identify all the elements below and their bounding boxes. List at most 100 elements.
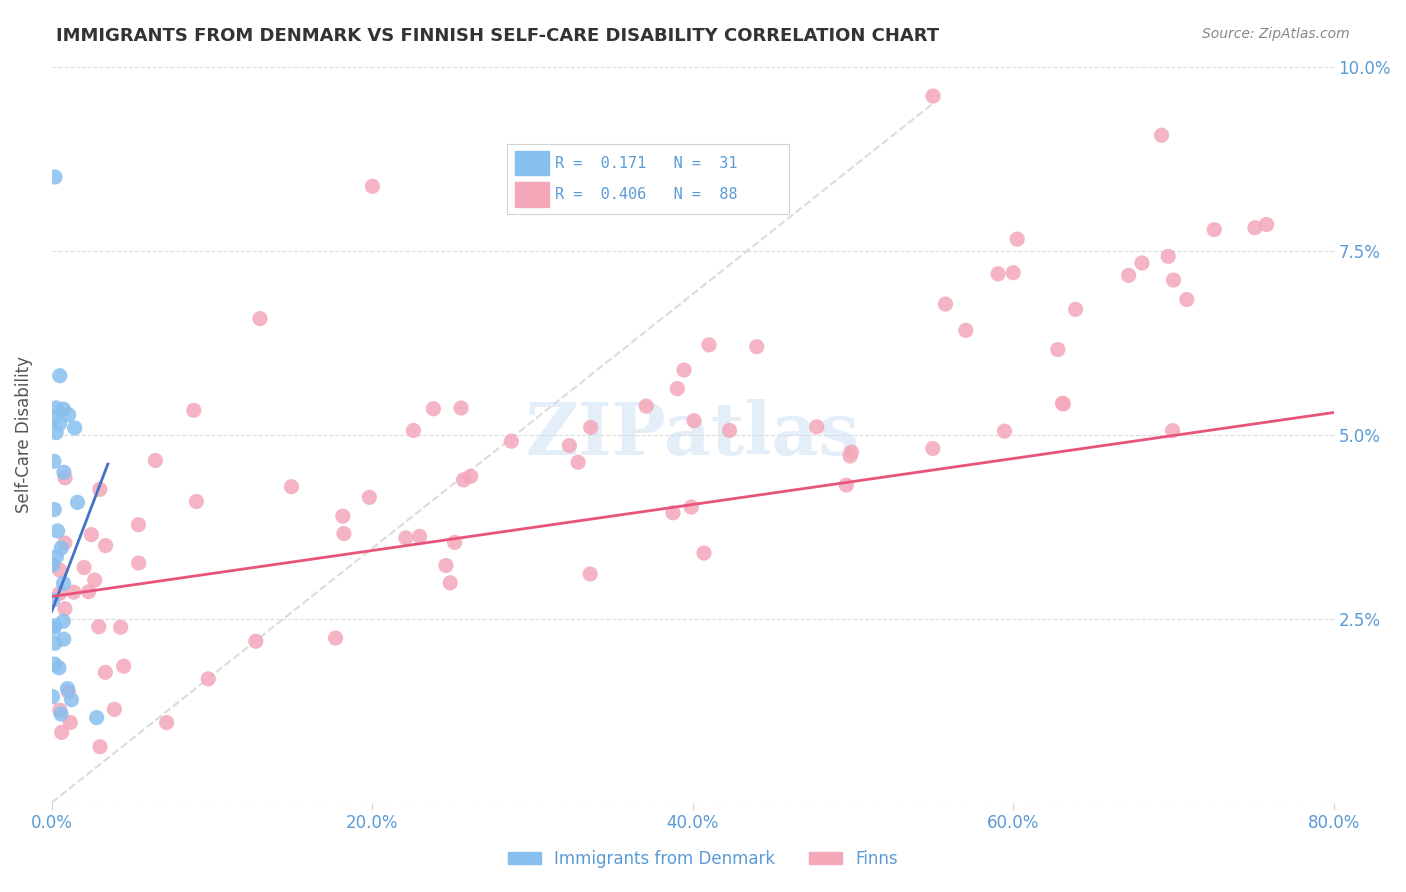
Finns [94, 665, 117, 680]
Finns [1163, 273, 1185, 287]
Immigrants from Denmark [56, 681, 79, 696]
Finns [666, 382, 689, 396]
Finns [1005, 232, 1028, 246]
Finns [1161, 424, 1184, 438]
Finns [51, 725, 73, 739]
Finns [922, 89, 945, 103]
Finns [197, 672, 219, 686]
Finns [59, 715, 82, 730]
Finns [434, 558, 457, 573]
Finns [835, 478, 858, 492]
Finns [280, 480, 302, 494]
Immigrants from Denmark [51, 541, 73, 555]
Finns [49, 586, 72, 600]
Finns [839, 449, 862, 463]
Finns [80, 527, 103, 541]
Immigrants from Denmark [44, 502, 66, 516]
Immigrants from Denmark [42, 621, 65, 635]
Finns [450, 401, 472, 415]
Finns [1256, 218, 1278, 232]
Finns [89, 739, 111, 754]
Finns [249, 311, 271, 326]
Finns [73, 560, 96, 574]
Finns [1002, 266, 1025, 280]
Immigrants from Denmark [44, 169, 66, 184]
Finns [1130, 256, 1153, 270]
Y-axis label: Self-Care Disability: Self-Care Disability [15, 356, 32, 513]
Finns [636, 399, 658, 413]
Immigrants from Denmark [66, 495, 89, 509]
Finns [53, 471, 76, 485]
Finns [1175, 293, 1198, 307]
Immigrants from Denmark [52, 632, 75, 647]
Immigrants from Denmark [41, 558, 63, 572]
Finns [841, 445, 863, 459]
Finns [1052, 397, 1074, 411]
Finns [501, 434, 523, 449]
Finns [745, 340, 768, 354]
Finns [558, 439, 581, 453]
Finns [1052, 396, 1074, 410]
Finns [58, 685, 80, 699]
Finns [87, 620, 110, 634]
Immigrants from Denmark [63, 421, 86, 435]
Immigrants from Denmark [44, 619, 66, 633]
Finns [993, 424, 1015, 438]
Finns [439, 575, 461, 590]
Legend: Immigrants from Denmark, Finns: Immigrants from Denmark, Finns [501, 844, 905, 875]
Finns [1046, 343, 1069, 357]
Finns [183, 403, 205, 417]
Finns [934, 297, 956, 311]
Finns [395, 531, 418, 545]
Immigrants from Denmark [52, 465, 75, 479]
Immigrants from Denmark [58, 408, 80, 422]
Immigrants from Denmark [52, 402, 75, 417]
Finns [408, 529, 430, 543]
Finns [422, 401, 444, 416]
Finns [1204, 222, 1226, 236]
Immigrants from Denmark [41, 690, 63, 704]
Immigrants from Denmark [49, 706, 72, 721]
Finns [155, 715, 177, 730]
Finns [402, 424, 425, 438]
Finns [683, 414, 706, 428]
Finns [143, 453, 166, 467]
Finns [53, 536, 76, 550]
Finns [89, 483, 111, 497]
Finns [49, 563, 72, 577]
Finns [325, 631, 347, 645]
Finns [53, 601, 76, 615]
Immigrants from Denmark [45, 401, 67, 415]
Finns [112, 659, 135, 673]
Finns [1157, 249, 1180, 263]
Finns [955, 323, 977, 337]
Finns [332, 509, 354, 524]
Finns [83, 573, 105, 587]
Immigrants from Denmark [48, 661, 70, 675]
Finns [186, 494, 208, 508]
Immigrants from Denmark [60, 692, 83, 706]
Immigrants from Denmark [49, 368, 72, 383]
Immigrants from Denmark [41, 593, 63, 607]
Finns [672, 363, 695, 377]
Immigrants from Denmark [44, 636, 66, 650]
Immigrants from Denmark [42, 410, 65, 425]
Finns [245, 634, 267, 648]
Finns [49, 703, 72, 717]
Finns [127, 517, 149, 532]
Finns [443, 535, 465, 549]
Finns [681, 500, 703, 514]
Finns [697, 338, 720, 352]
Finns [460, 469, 482, 483]
Finns [110, 620, 132, 634]
Finns [333, 526, 356, 541]
Immigrants from Denmark [52, 614, 75, 628]
Finns [662, 506, 685, 520]
Immigrants from Denmark [45, 549, 67, 564]
Finns [579, 420, 602, 434]
Finns [94, 539, 117, 553]
Immigrants from Denmark [46, 524, 69, 538]
Finns [361, 179, 384, 194]
Finns [359, 491, 381, 505]
Finns [693, 546, 716, 560]
